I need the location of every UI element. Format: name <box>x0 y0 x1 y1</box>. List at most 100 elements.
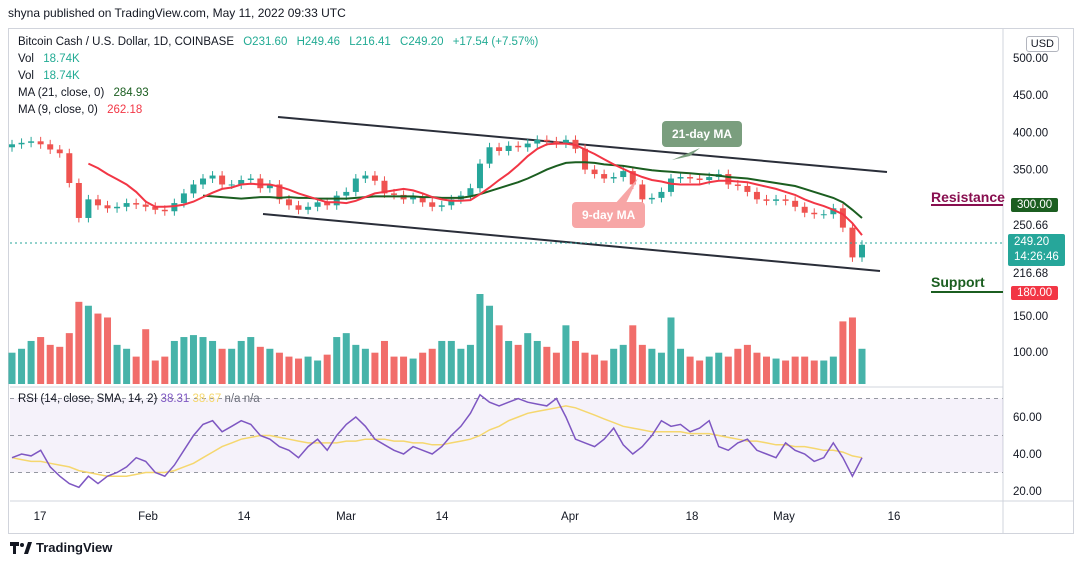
volume-bar <box>8 352 16 384</box>
chart-panel[interactable] <box>8 28 1074 534</box>
candle-body <box>276 184 283 200</box>
candle-body <box>801 206 808 213</box>
ma21-annotation: 21-day MA <box>662 121 743 147</box>
volume-bar <box>256 346 264 384</box>
volume-bar <box>209 340 217 384</box>
volume-bar <box>743 344 751 384</box>
candle-body <box>94 199 101 206</box>
candle-body <box>830 208 837 215</box>
volume-bar <box>447 340 455 384</box>
candle-body <box>667 178 674 192</box>
ma21-annotation-pointer <box>672 148 700 160</box>
rsi-legend: RSI (14, close, SMA, 14, 2) 38.31 38.67 … <box>18 393 260 405</box>
volume-bar <box>505 340 513 384</box>
volume-bar <box>199 337 207 384</box>
candle-body <box>104 205 111 209</box>
volume-bar <box>84 305 92 384</box>
volume-bar <box>848 317 856 384</box>
volume-bar <box>724 356 732 384</box>
candle-body <box>200 178 207 185</box>
candle-body <box>171 203 178 212</box>
candle-body <box>209 175 216 179</box>
volume-bar <box>380 340 388 384</box>
candle-body <box>47 144 54 150</box>
volume-bar <box>170 340 178 384</box>
volume-bar <box>591 354 599 384</box>
candle-body <box>257 178 264 189</box>
volume-bar <box>218 348 226 384</box>
candle-body <box>753 191 760 200</box>
volume-bar <box>314 360 322 384</box>
price-tick-label: 500.00 <box>1013 53 1048 65</box>
volume-bar <box>581 352 589 384</box>
volume-bar <box>524 333 532 384</box>
volume-bar <box>189 335 197 384</box>
volume-bar <box>75 301 83 384</box>
volume-bar <box>629 325 637 384</box>
candle-body <box>161 209 168 212</box>
volume-bar <box>543 346 551 384</box>
candle-body <box>448 199 455 206</box>
rsi-tick-label: 40.00 <box>1013 449 1042 461</box>
candle-body <box>266 184 273 189</box>
volume-bar <box>495 325 503 384</box>
tradingview-icon <box>10 541 32 554</box>
currency-button[interactable]: USD <box>1025 36 1059 52</box>
volume-bar <box>782 360 790 384</box>
vol-label[interactable]: Vol <box>18 53 34 65</box>
volume-bar <box>275 352 283 384</box>
low-value: L216.41 <box>349 36 391 48</box>
rsi-sma-line <box>11 405 863 477</box>
candle-body <box>352 178 359 192</box>
ma21-label[interactable]: MA (21, close, 0) <box>18 87 105 99</box>
candle-body <box>219 175 226 185</box>
candle-body <box>782 199 789 201</box>
candle-body <box>66 153 73 183</box>
rsi-label[interactable]: RSI (14, close, SMA, 14, 2) <box>18 393 158 405</box>
candle-body <box>734 184 741 186</box>
symbol-name[interactable]: Bitcoin Cash / U.S. Dollar, 1D, COINBASE <box>18 36 235 48</box>
candle-body <box>28 141 35 143</box>
candle-body <box>725 174 732 185</box>
volume-bar <box>132 356 140 384</box>
time-tick-label: 17 <box>34 511 47 523</box>
candle-body <box>591 169 598 175</box>
vol-label-2[interactable]: Vol <box>18 70 34 82</box>
volume-bar <box>753 352 761 384</box>
tradingview-logo[interactable]: TradingView <box>10 540 112 555</box>
candle-body <box>763 199 770 201</box>
volume-bar <box>285 356 293 384</box>
close-value: C249.20 <box>400 36 444 48</box>
lower-price-label: 216.68 <box>1013 268 1049 280</box>
volume-bar <box>696 360 704 384</box>
ma21-value: 284.93 <box>113 87 149 99</box>
candle-body <box>391 193 398 195</box>
volume-bar <box>571 340 579 384</box>
volume-bar <box>237 340 245 384</box>
rsi-tick-label: 20.00 <box>1013 486 1042 498</box>
volume-bar <box>648 348 656 384</box>
candle-body <box>820 214 827 216</box>
upper-price-label: 250.66 <box>1013 220 1049 232</box>
price-tick-label: 100.00 <box>1013 347 1048 359</box>
volume-bar <box>486 305 494 384</box>
time-tick-label: 14 <box>436 511 449 523</box>
ma9-annotation-pointer <box>614 178 638 205</box>
rsi-na-2: n/a <box>243 393 260 405</box>
resistance-label: Resistance <box>931 189 1005 205</box>
volume-bar <box>610 348 618 384</box>
volume-bar <box>27 340 35 384</box>
volume-bar <box>323 354 331 384</box>
volume-bar <box>409 358 417 384</box>
volume-bar <box>46 344 54 384</box>
volume-bar <box>247 337 255 384</box>
candle-body <box>324 202 331 206</box>
volume-legend-1: Vol 18.74K <box>18 53 86 65</box>
rsi-tick-label: 60.00 <box>1013 412 1042 424</box>
volume-bar <box>552 352 560 384</box>
ma9-label[interactable]: MA (9, close, 0) <box>18 104 98 116</box>
candle-body <box>314 202 321 207</box>
volume-bar <box>304 356 312 384</box>
candle-body <box>362 175 369 179</box>
